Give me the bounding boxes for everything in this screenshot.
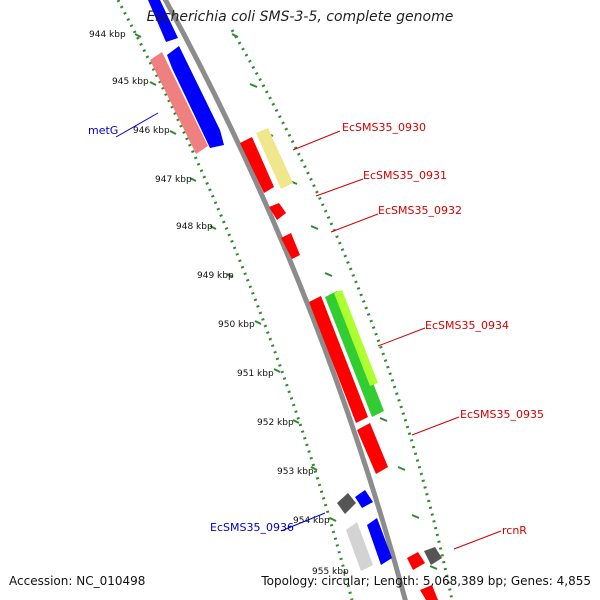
gene-blue-top[interactable] [148, 0, 178, 42]
gene-label-EcSMS35_0931[interactable]: EcSMS35_0931 [363, 169, 447, 182]
map-title: Escherichia coli SMS-3-5, complete genom… [146, 9, 454, 25]
gene-blue-metG-adjacent[interactable] [167, 46, 224, 148]
gene-label-EcSMS35_0936[interactable]: EcSMS35_0936 [210, 521, 294, 534]
gene-lightgray-0936[interactable] [346, 522, 373, 571]
gene-blue-0936[interactable] [367, 518, 392, 565]
gene-EcSMS35_0934-green[interactable] [325, 291, 384, 417]
kbp-label: 949 kbp [197, 271, 234, 281]
gene-label-EcSMS35_0932[interactable]: EcSMS35_0932 [378, 204, 462, 217]
gene-EcSMS35_0930-khaki[interactable] [256, 128, 293, 189]
kbp-label: 944 kbp [89, 30, 126, 40]
gene-EcSMS35_0935[interactable] [357, 423, 388, 474]
kbp-label: 951 kbp [237, 369, 274, 379]
gene-EcSMS35_0934-red[interactable] [309, 296, 368, 423]
inner-major-ticks [134, 33, 337, 522]
gene-EcSMS35_0932-a[interactable] [269, 203, 286, 220]
gene-EcSMS35_0932-b[interactable] [281, 233, 300, 259]
kbp-label: 953 kbp [277, 467, 314, 477]
gene-gray-0936[interactable] [337, 493, 356, 514]
gene-EcSMS35_0934-lightgreen[interactable] [334, 290, 378, 386]
gene-EcSMS35_0930-red[interactable] [240, 137, 274, 193]
kbp-label: 955 kbp [312, 567, 349, 577]
gene-label-EcSMS35_0930[interactable]: EcSMS35_0930 [342, 121, 426, 134]
kbp-label: 946 kbp [133, 126, 170, 136]
gene-rcnR-gray[interactable] [424, 547, 442, 565]
kbp-label: 945 kbp [112, 77, 149, 87]
callout-lines [115, 112, 502, 550]
gene-blue-0936-small[interactable] [355, 490, 373, 508]
kbp-label: 950 kbp [218, 320, 255, 330]
kbp-label: 948 kbp [176, 222, 213, 232]
genome-backbone [162, 0, 408, 600]
kbp-label: 947 kbp [155, 175, 192, 185]
gene-metG[interactable] [150, 52, 208, 154]
gene-label-EcSMS35_0935[interactable]: EcSMS35_0935 [460, 408, 544, 421]
kbp-label: 952 kbp [257, 418, 294, 428]
gene-rcnR-red[interactable] [407, 552, 425, 570]
gene-red-bottom[interactable] [420, 585, 438, 600]
gene-label-EcSMS35_0934[interactable]: EcSMS35_0934 [425, 319, 509, 332]
genome-summary: Topology: circular; Length: 5,068,389 bp… [261, 574, 591, 588]
gene-label-rcnR[interactable]: rcnR [502, 524, 527, 537]
scale-labels: 944 kbp 945 kbp 946 kbp 947 kbp 948 kbp … [89, 30, 349, 577]
gene-label-metG[interactable]: metG [88, 124, 118, 137]
inner-scale-track [116, 0, 354, 600]
outer-scale-track [230, 29, 454, 600]
kbp-label: 954 kbp [293, 516, 330, 526]
accession-text: Accession: NC_010498 [9, 574, 146, 588]
